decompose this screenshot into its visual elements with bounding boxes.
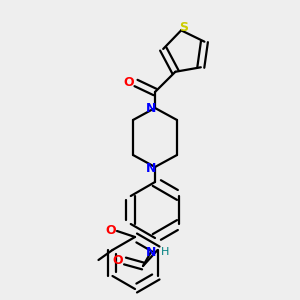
Text: H: H: [161, 247, 169, 257]
Text: O: O: [113, 254, 123, 266]
Text: N: N: [146, 103, 156, 116]
Text: O: O: [106, 224, 116, 236]
Text: N: N: [146, 161, 156, 175]
Text: N: N: [146, 245, 156, 259]
Text: S: S: [179, 21, 188, 34]
Text: O: O: [124, 76, 134, 88]
